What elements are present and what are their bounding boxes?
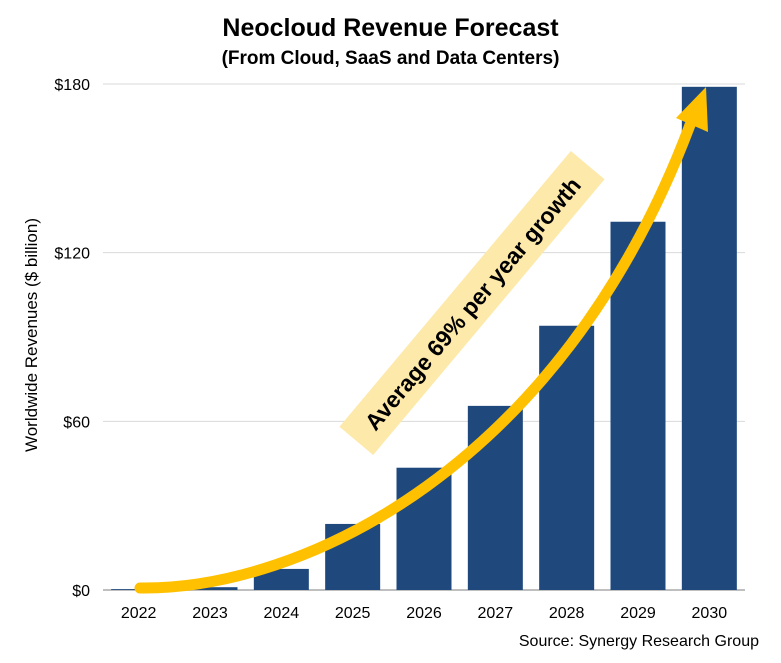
y-tick-label: $0 bbox=[72, 583, 90, 600]
x-tick-label: 2030 bbox=[692, 605, 728, 622]
y-tick-label: $180 bbox=[54, 77, 90, 94]
x-tick-label: 2025 bbox=[335, 605, 371, 622]
growth-arrow bbox=[134, 119, 696, 594]
annotation-band bbox=[339, 150, 605, 456]
y-tick-label: $60 bbox=[63, 414, 90, 431]
bar bbox=[610, 221, 666, 590]
x-tick-label: 2022 bbox=[121, 605, 157, 622]
x-tick-label: 2027 bbox=[478, 605, 514, 622]
y-tick-label: $120 bbox=[54, 246, 90, 263]
bar bbox=[253, 568, 309, 590]
source-note: Source: Synergy Research Group bbox=[518, 633, 759, 650]
x-tick-label: 2028 bbox=[549, 605, 585, 622]
x-tick-label: 2026 bbox=[406, 605, 442, 622]
x-tick-label: 2023 bbox=[192, 605, 228, 622]
chart-subtitle: (From Cloud, SaaS and Data Centers) bbox=[221, 48, 560, 69]
bar bbox=[681, 86, 737, 591]
arrow-head-icon bbox=[676, 87, 708, 132]
x-tick-label: 2029 bbox=[620, 605, 656, 622]
bar bbox=[182, 587, 238, 590]
x-tick-label: 2024 bbox=[264, 605, 300, 622]
chart-title: Neocloud Revenue Forecast bbox=[222, 14, 559, 42]
